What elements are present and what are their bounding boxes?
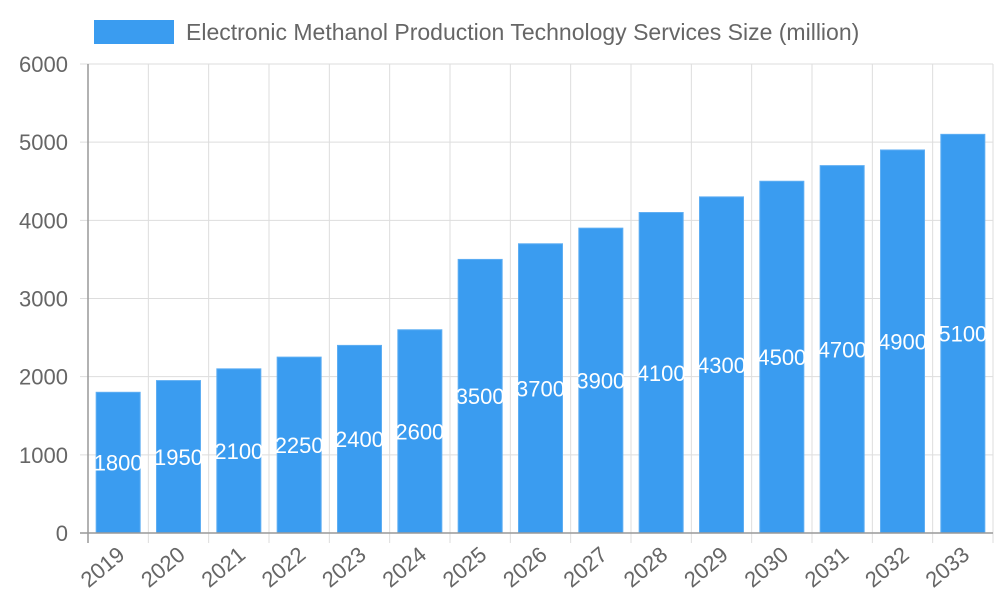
x-tick-label: 2029 xyxy=(679,542,733,593)
data-label: 5100 xyxy=(938,322,987,347)
x-tick-label: 2025 xyxy=(438,542,492,593)
bars xyxy=(95,133,986,534)
x-tick-label: 2033 xyxy=(920,542,974,593)
bar-2031[interactable] xyxy=(819,165,865,534)
bar-2029[interactable] xyxy=(699,196,744,534)
x-tick-label: 2023 xyxy=(317,542,371,593)
bar-2030[interactable] xyxy=(759,180,805,534)
data-label: 3500 xyxy=(456,384,505,409)
x-tick-label: 2032 xyxy=(860,542,914,593)
y-tick-label: 4000 xyxy=(19,208,68,233)
data-label: 4700 xyxy=(818,337,867,362)
data-label: 3900 xyxy=(576,369,625,394)
bar-2025[interactable] xyxy=(457,258,503,534)
data-labels: 1800 1950 2100 2250 2400 2600 3500 3700 3900 4100… xyxy=(94,322,988,476)
y-tick-label: 3000 xyxy=(19,287,68,312)
bar-2023[interactable] xyxy=(337,344,382,534)
x-tick-label: 2031 xyxy=(800,542,854,593)
data-label: 4900 xyxy=(878,329,927,354)
bar-2026[interactable] xyxy=(518,243,563,534)
x-tick-label: 2022 xyxy=(257,542,311,593)
y-tick-label: 0 xyxy=(56,521,68,546)
data-label: 1950 xyxy=(154,445,203,470)
data-label: 3700 xyxy=(516,376,565,401)
x-tick-label: 2026 xyxy=(498,542,552,593)
bar-2027[interactable] xyxy=(578,227,624,534)
legend[interactable]: Electronic Methanol Production Technolog… xyxy=(94,19,859,45)
y-tick-label: 5000 xyxy=(19,130,68,155)
x-tick-label: 2020 xyxy=(136,542,190,593)
data-label: 4300 xyxy=(697,353,746,378)
bar-2033[interactable] xyxy=(940,133,986,534)
y-tick-label: 2000 xyxy=(19,365,68,390)
y-tick-label: 1000 xyxy=(19,443,68,468)
data-label: 2600 xyxy=(395,419,444,444)
data-label: 1800 xyxy=(94,451,143,476)
data-label: 4500 xyxy=(757,345,806,370)
bar-2028[interactable] xyxy=(638,212,684,534)
legend-swatch xyxy=(94,20,174,44)
data-label: 2250 xyxy=(275,433,324,458)
y-tick-label: 6000 xyxy=(19,52,68,77)
bar-2024[interactable] xyxy=(397,329,443,534)
legend-label: Electronic Methanol Production Technolog… xyxy=(186,19,859,45)
data-label: 2100 xyxy=(214,439,263,464)
x-tick-label: 2028 xyxy=(619,542,673,593)
bar-2021[interactable] xyxy=(216,368,262,534)
bar-2022[interactable] xyxy=(276,356,322,534)
x-tick-label: 2019 xyxy=(76,542,130,593)
x-tick-label: 2030 xyxy=(739,542,793,593)
x-tick-label: 2027 xyxy=(558,542,612,593)
data-label: 4100 xyxy=(637,361,686,386)
bar-2019[interactable] xyxy=(95,391,141,534)
bar-2020[interactable] xyxy=(156,380,201,534)
x-tick-label: 2021 xyxy=(196,542,250,593)
data-label: 2400 xyxy=(335,427,384,452)
x-tick-label: 2024 xyxy=(377,542,431,593)
grid xyxy=(80,63,994,543)
